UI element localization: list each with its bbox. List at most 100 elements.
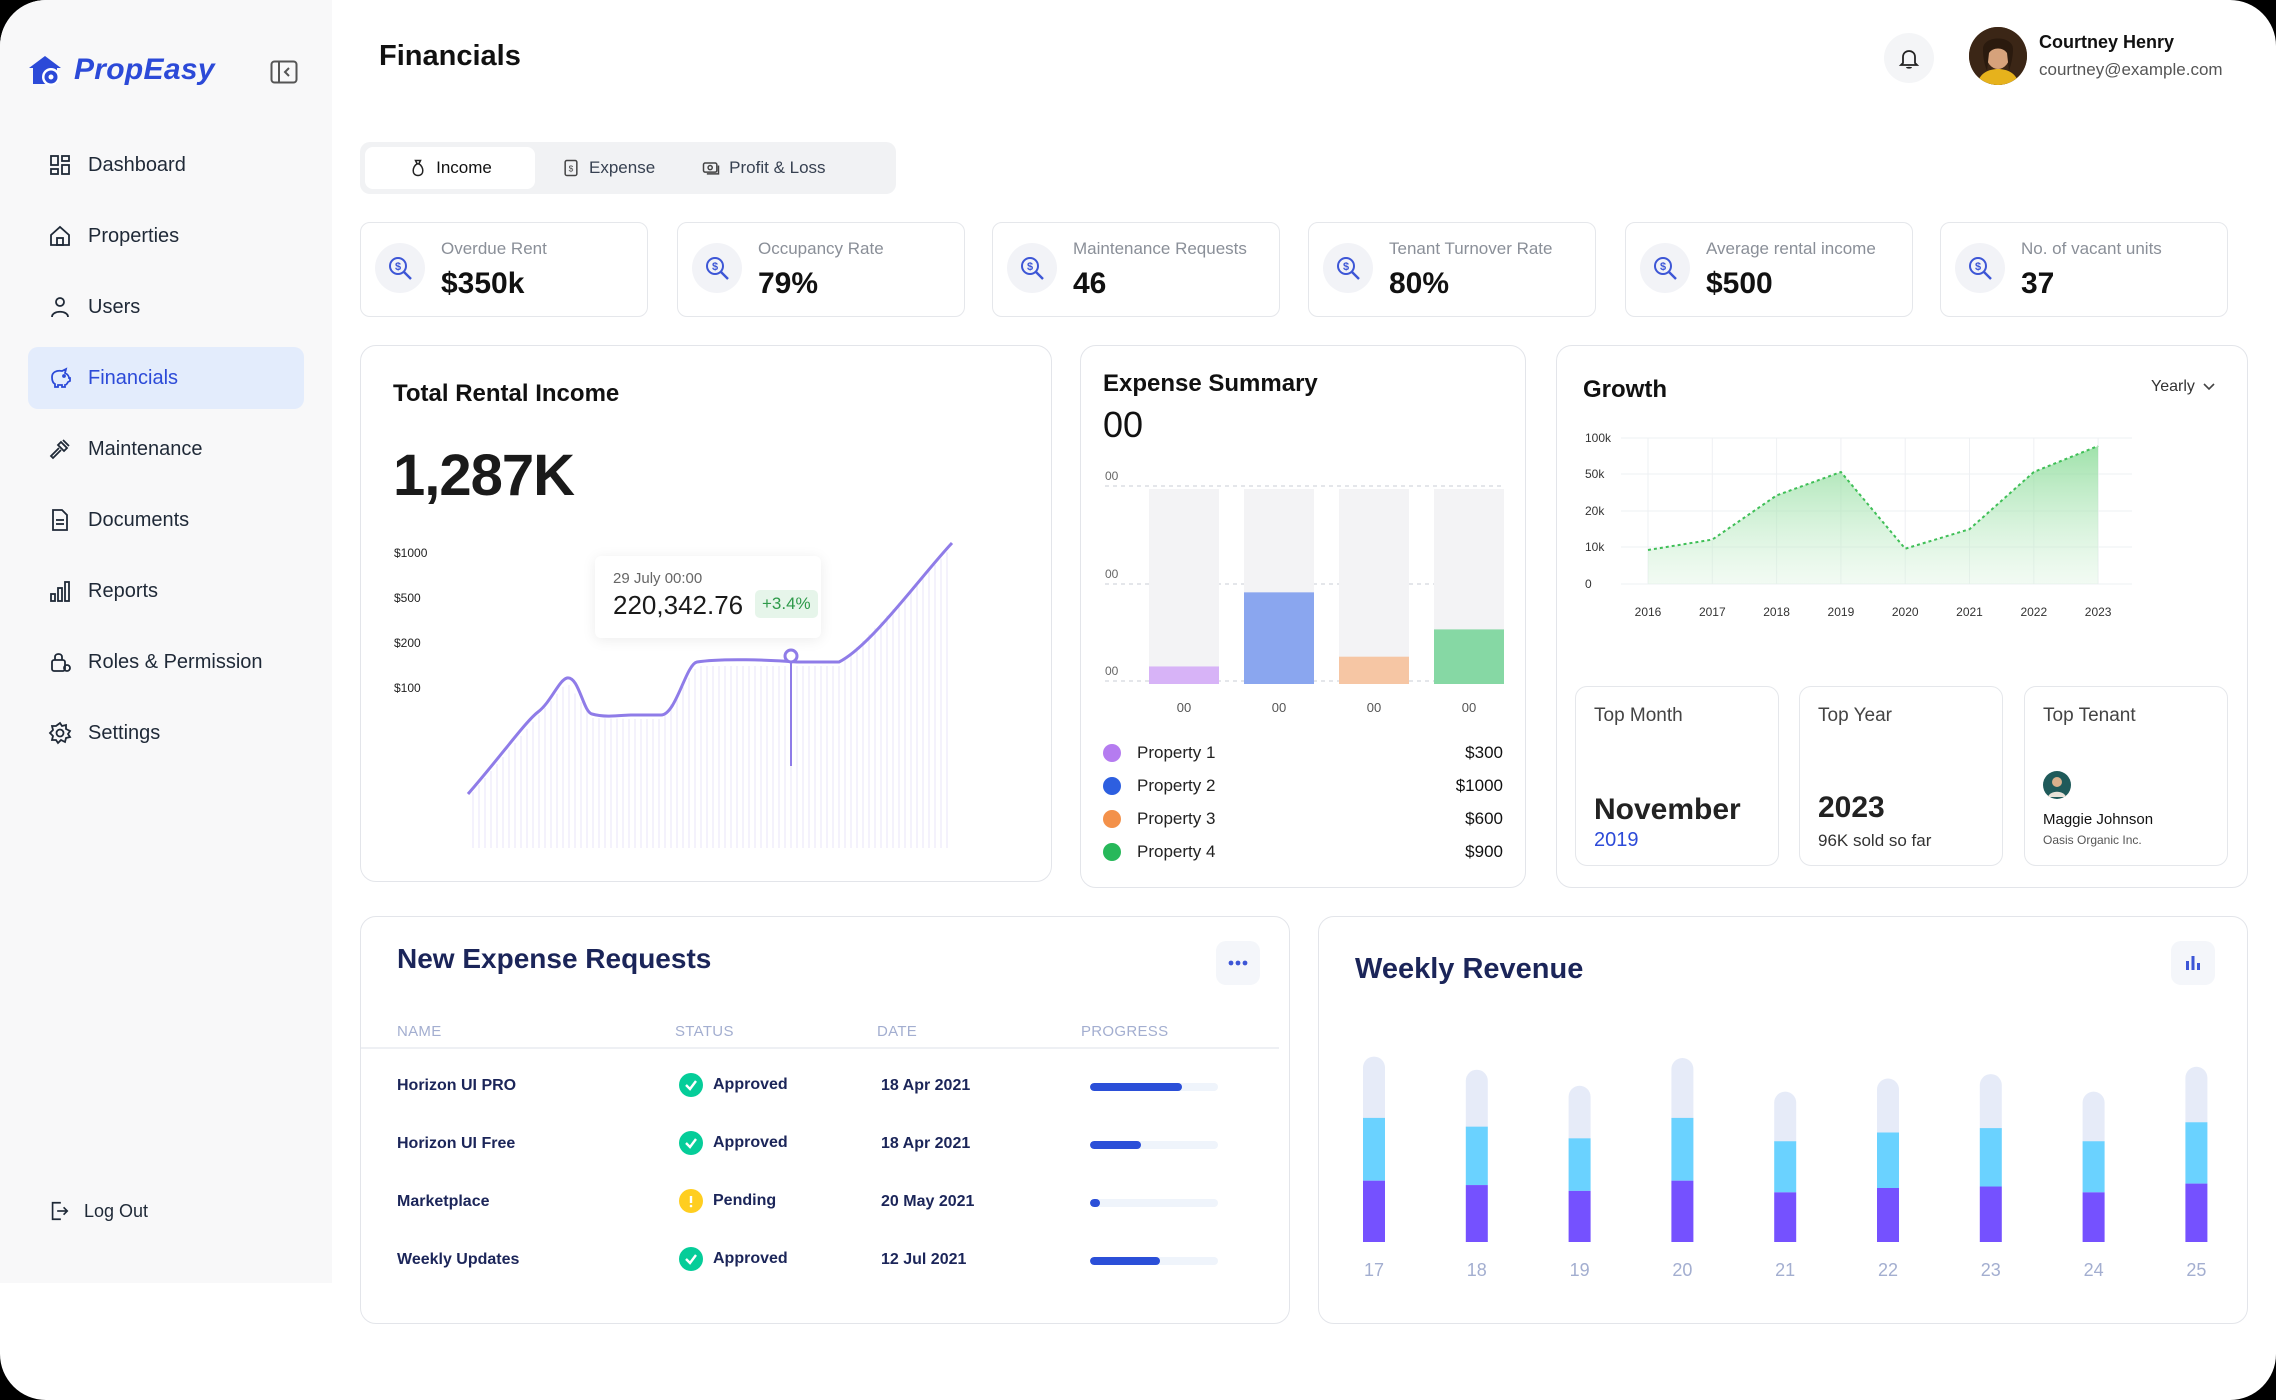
tab-income[interactable]: Income: [365, 147, 535, 189]
gear-icon: [48, 721, 72, 745]
y-axis-tick: 0: [1585, 577, 1592, 591]
row-date: 18 Apr 2021: [881, 1135, 971, 1152]
row-status: Approved: [679, 1247, 788, 1271]
y-axis-tick: 100k: [1585, 431, 1612, 445]
cash-icon: [702, 162, 720, 175]
sidebar-item-label: Reports: [88, 579, 159, 602]
sidebar-item-users[interactable]: Users: [28, 276, 304, 338]
top-month-year: 2019: [1594, 829, 1639, 851]
kpi-card: $ Occupancy Rate 79%: [677, 222, 965, 317]
sidebar-item-properties[interactable]: Properties: [28, 205, 304, 267]
check-circle-icon: [679, 1073, 703, 1097]
x-axis-label: 2021: [1956, 605, 1983, 619]
row-status-label: Approved: [713, 1134, 788, 1151]
legend-item: Property 1 $300: [1103, 741, 1503, 765]
user-email: courtney@example.com: [2039, 60, 2223, 79]
card-title: New Expense Requests: [397, 943, 712, 974]
period-select-value: Yearly: [2151, 378, 2195, 395]
table-row[interactable]: Horizon UI Free Approved 18 Apr 2021: [361, 1123, 1279, 1163]
y-axis-tick: $1000: [394, 546, 428, 560]
row-name: Horizon UI Free: [397, 1135, 516, 1152]
svg-text:$: $: [395, 261, 401, 273]
bar-segment: [2185, 1066, 2208, 1134]
y-axis-tick: 00: [1105, 469, 1119, 483]
kpi-icon-wrap: $: [1640, 243, 1690, 293]
user-avatar[interactable]: [1969, 27, 2027, 85]
row-name: Horizon UI PRO: [397, 1077, 517, 1094]
bar-chart-icon: [2186, 956, 2200, 970]
hammer-icon: [49, 439, 70, 460]
progress-bar: [1090, 1141, 1218, 1149]
logo[interactable]: PropEasy: [26, 52, 215, 88]
bar-segment: [1465, 1185, 1488, 1242]
sidebar-item-settings[interactable]: Settings: [28, 702, 304, 764]
x-axis-label: 19: [1569, 1260, 1590, 1280]
expense-requests-card: New Expense Requests NAME STATUS DATE PR…: [360, 916, 1290, 1324]
sidebar-item-financials[interactable]: Financials: [28, 347, 304, 409]
column-header-date[interactable]: DATE: [877, 1023, 918, 1040]
table-row[interactable]: Marketplace Pending 20 May 2021: [361, 1181, 1279, 1221]
tab-label: Profit & Loss: [729, 158, 826, 177]
more-horizontal-icon: [1228, 960, 1248, 966]
mini-card-label: Top Year: [1818, 705, 1892, 726]
period-select[interactable]: Yearly: [2151, 378, 2215, 396]
sidebar-item-reports[interactable]: Reports: [28, 560, 304, 622]
kpi-card: $ Maintenance Requests 46: [992, 222, 1280, 317]
column-header-progress[interactable]: PROGRESS: [1081, 1023, 1169, 1040]
progress-bar: [1090, 1083, 1218, 1091]
row-status: Approved: [679, 1131, 788, 1155]
dashboard-icon: [50, 155, 70, 175]
sidebar-item-dashboard[interactable]: Dashboard: [28, 134, 304, 196]
sidebar-item-maintenance[interactable]: Maintenance: [28, 418, 304, 480]
svg-text:$: $: [1343, 261, 1349, 273]
money-bag-icon: [412, 159, 424, 177]
table-row[interactable]: Weekly Updates Approved 12 Jul 2021: [361, 1239, 1279, 1279]
bar-background: [1339, 489, 1409, 684]
kpi-icon-wrap: $: [1323, 243, 1373, 293]
column-header-name[interactable]: NAME: [397, 1023, 442, 1040]
column-header-status[interactable]: STATUS: [675, 1023, 734, 1040]
x-axis-label: 20: [1672, 1260, 1693, 1280]
sidebar-item-roles-permission[interactable]: Roles & Permission: [28, 631, 304, 693]
mini-card-label: Top Tenant: [2043, 705, 2136, 726]
sidebar-collapse-icon: [270, 60, 298, 84]
x-axis-label: 2023: [2085, 605, 2112, 619]
table-row[interactable]: Horizon UI PRO Approved 18 Apr 2021: [361, 1065, 1279, 1105]
tenant-company: Oasis Organic Inc.: [2043, 833, 2142, 847]
growth-line-series: [1647, 445, 2099, 551]
legend-dot: [1103, 843, 1121, 861]
x-axis-label: 2017: [1699, 605, 1726, 619]
collapse-sidebar-button[interactable]: [270, 60, 298, 84]
top-tenant-card: Top Tenant Maggie Johnson Oasis Organic …: [2024, 686, 2228, 866]
kpi-label: Occupancy Rate: [758, 239, 884, 258]
tab-profit-loss[interactable]: Profit & Loss: [681, 147, 845, 189]
tab-label: Expense: [589, 158, 656, 177]
sidebar-item-label: Roles & Permission: [88, 650, 263, 673]
kpi-label: No. of vacant units: [2021, 239, 2162, 258]
legend-value: $900: [1465, 842, 1503, 861]
row-status: Pending: [679, 1189, 776, 1213]
sidebar-item-label: Documents: [88, 508, 190, 531]
tenant-name: Maggie Johnson: [2043, 811, 2154, 828]
kpi-value: $350k: [441, 267, 525, 300]
legend-value: $600: [1465, 809, 1503, 828]
bar-segment: [1671, 1180, 1694, 1242]
x-axis-label: 00: [1367, 700, 1381, 715]
propeasy-logo-icon: [29, 56, 61, 86]
logout-button[interactable]: Log Out: [48, 1200, 148, 1222]
tab-label: Income: [436, 158, 492, 177]
sidebar-item-documents[interactable]: Documents: [28, 489, 304, 551]
svg-text:$: $: [1660, 261, 1666, 273]
tab-expense[interactable]: $ Expense: [541, 147, 675, 189]
progress-fill: [1090, 1199, 1101, 1207]
chart-options-button[interactable]: [2171, 941, 2215, 985]
legend-dot: [1103, 777, 1121, 795]
row-date: 12 Jul 2021: [881, 1251, 967, 1268]
more-options-button[interactable]: [1216, 941, 1260, 985]
bar-segment: [1465, 1126, 1488, 1186]
expense-summary-total: 00: [1103, 404, 1144, 445]
notifications-button[interactable]: [1884, 33, 1934, 83]
row-name: Marketplace: [397, 1193, 490, 1210]
bar-segment: [1979, 1128, 2002, 1187]
